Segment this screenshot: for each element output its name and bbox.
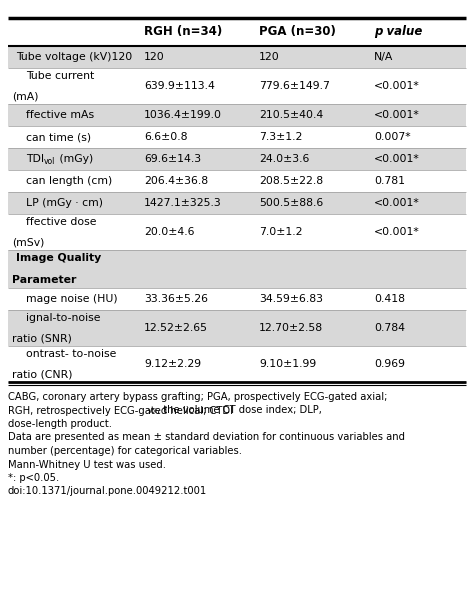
Bar — [8, 46, 466, 68]
Text: can time (s): can time (s) — [26, 132, 91, 142]
Text: 9.12±2.29: 9.12±2.29 — [144, 359, 201, 369]
Text: 0.784: 0.784 — [374, 323, 405, 333]
Text: 206.4±36.8: 206.4±36.8 — [144, 176, 208, 186]
Text: 0.969: 0.969 — [374, 359, 405, 369]
Text: Image Quality: Image Quality — [16, 253, 101, 264]
Text: <0.001*: <0.001* — [374, 81, 420, 91]
Text: Parameter: Parameter — [12, 275, 76, 284]
Text: ratio (CNR): ratio (CNR) — [12, 369, 73, 379]
Bar — [8, 346, 466, 382]
Bar — [8, 104, 466, 126]
Text: TDI: TDI — [26, 154, 44, 164]
Text: 639.9±113.4: 639.9±113.4 — [144, 81, 215, 91]
Text: 500.5±88.6: 500.5±88.6 — [259, 198, 323, 208]
Text: 12.70±2.58: 12.70±2.58 — [259, 323, 323, 333]
Text: 0.418: 0.418 — [374, 294, 405, 304]
Text: 1427.1±325.3: 1427.1±325.3 — [144, 198, 222, 208]
Text: 208.5±22.8: 208.5±22.8 — [259, 176, 323, 186]
Text: doi:10.1371/journal.pone.0049212.t001: doi:10.1371/journal.pone.0049212.t001 — [8, 487, 207, 496]
Text: *: p<0.05.: *: p<0.05. — [8, 473, 59, 483]
Bar — [8, 170, 466, 192]
Text: 7.0±1.2: 7.0±1.2 — [259, 227, 302, 237]
Bar — [8, 68, 466, 104]
Text: CABG, coronary artery bypass grafting; PGA, prospectively ECG-gated axial;: CABG, coronary artery bypass grafting; P… — [8, 392, 387, 402]
Text: vol: vol — [147, 408, 157, 414]
Text: 12.52±2.65: 12.52±2.65 — [144, 323, 208, 333]
Text: <0.001*: <0.001* — [374, 198, 420, 208]
Text: ratio (SNR): ratio (SNR) — [12, 333, 72, 343]
Text: N/A: N/A — [374, 52, 393, 62]
Text: dose-length product.: dose-length product. — [8, 419, 112, 429]
Text: mage noise (HU): mage noise (HU) — [26, 294, 118, 304]
Text: ffective mAs: ffective mAs — [26, 110, 94, 120]
Text: RGH (n=34): RGH (n=34) — [144, 26, 222, 39]
Text: , the volume CT dose index; DLP,: , the volume CT dose index; DLP, — [157, 406, 322, 415]
Text: <0.001*: <0.001* — [374, 154, 420, 164]
Text: 210.5±40.4: 210.5±40.4 — [259, 110, 323, 120]
Text: 7.3±1.2: 7.3±1.2 — [259, 132, 302, 142]
Text: <0.001*: <0.001* — [374, 110, 420, 120]
Text: can length (cm): can length (cm) — [26, 176, 112, 186]
Text: p value: p value — [374, 26, 422, 39]
Text: 33.36±5.26: 33.36±5.26 — [144, 294, 208, 304]
Text: 0.007*: 0.007* — [374, 132, 410, 142]
Text: RGH, retrospectively ECG-gated helical; CTDI: RGH, retrospectively ECG-gated helical; … — [8, 406, 233, 415]
Bar — [8, 310, 466, 346]
Text: 120: 120 — [259, 52, 280, 62]
Text: 1036.4±199.0: 1036.4±199.0 — [144, 110, 222, 120]
Text: 6.6±0.8: 6.6±0.8 — [144, 132, 188, 142]
Bar — [8, 214, 466, 250]
Text: 24.0±3.6: 24.0±3.6 — [259, 154, 310, 164]
Bar — [8, 148, 466, 170]
Text: 9.10±1.99: 9.10±1.99 — [259, 359, 316, 369]
Text: (mA): (mA) — [12, 91, 38, 101]
Text: vol: vol — [44, 158, 55, 167]
Text: (mGy): (mGy) — [56, 154, 93, 164]
Text: 779.6±149.7: 779.6±149.7 — [259, 81, 330, 91]
Bar — [8, 288, 466, 310]
Text: ignal-to-noise: ignal-to-noise — [26, 313, 100, 323]
Text: number (percentage) for categorical variables.: number (percentage) for categorical vari… — [8, 446, 242, 456]
Text: 20.0±4.6: 20.0±4.6 — [144, 227, 194, 237]
Text: (mSv): (mSv) — [12, 237, 45, 247]
Text: Data are presented as mean ± standard deviation for continuous variables and: Data are presented as mean ± standard de… — [8, 433, 405, 443]
Bar — [8, 250, 466, 288]
Bar — [8, 192, 466, 214]
Text: 34.59±6.83: 34.59±6.83 — [259, 294, 323, 304]
Text: LP (mGy · cm): LP (mGy · cm) — [26, 198, 103, 208]
Text: <0.001*: <0.001* — [374, 227, 420, 237]
Text: 0.781: 0.781 — [374, 176, 405, 186]
Text: Tube current: Tube current — [26, 71, 94, 81]
Bar — [8, 126, 466, 148]
Text: ontrast- to-noise: ontrast- to-noise — [26, 349, 117, 359]
Text: Tube voltage (kV)120: Tube voltage (kV)120 — [16, 52, 132, 62]
Text: Mann-Whitney U test was used.: Mann-Whitney U test was used. — [8, 459, 166, 469]
Bar — [8, 18, 466, 46]
Text: 120: 120 — [144, 52, 165, 62]
Text: ffective dose: ffective dose — [26, 217, 97, 227]
Text: 69.6±14.3: 69.6±14.3 — [144, 154, 201, 164]
Text: PGA (n=30): PGA (n=30) — [259, 26, 336, 39]
